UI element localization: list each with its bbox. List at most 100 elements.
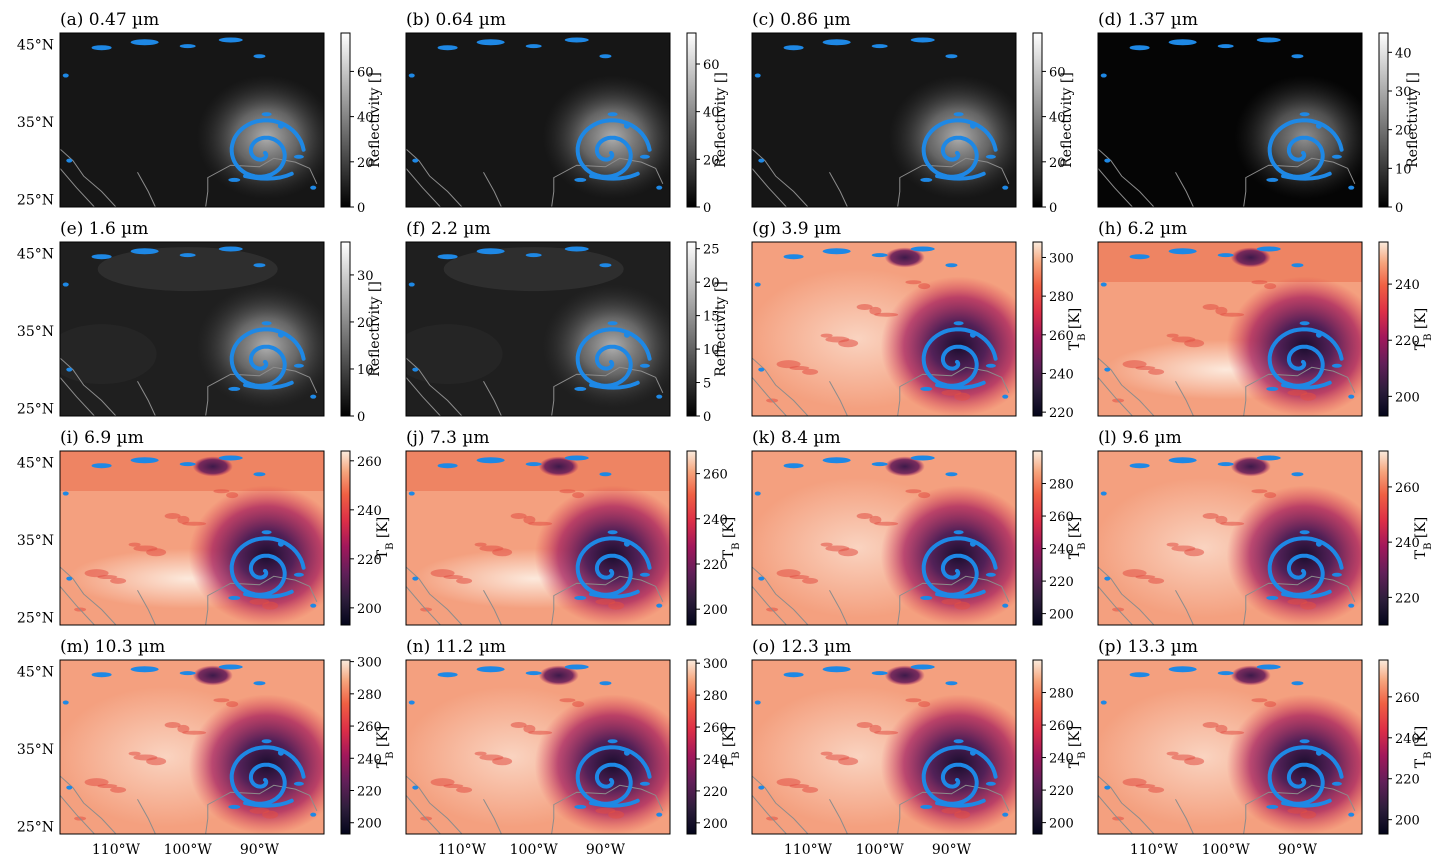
storm-overlay bbox=[229, 536, 306, 597]
panel-title: (f) 2.2 µm bbox=[406, 219, 491, 239]
colorbar: 0 10 20 30 40 Reflectivity [] bbox=[1378, 32, 1421, 216]
colorbar-tick-label: 10 bbox=[1395, 162, 1412, 177]
colorbar-tick-label: 280 bbox=[1049, 687, 1074, 702]
coastline bbox=[406, 775, 664, 834]
colorbar: 220 240 260 TB [K] bbox=[1378, 450, 1434, 626]
colorbar-tick-label: 200 bbox=[1049, 817, 1074, 832]
colorbar-tick-label: 60 bbox=[703, 58, 720, 73]
storm-overlay bbox=[1267, 536, 1344, 597]
colorbar-tick-label: 40 bbox=[1395, 46, 1412, 61]
panel-title: (g) 3.9 µm bbox=[752, 219, 841, 239]
colorbar-tick-label: 260 bbox=[357, 455, 382, 470]
panel-frame bbox=[1097, 659, 1363, 835]
map-image bbox=[406, 242, 670, 416]
lat-tick-label: 35°N bbox=[17, 533, 54, 549]
colorbar-tick-label: 40 bbox=[703, 106, 720, 121]
colorbar-tick-label: 0 bbox=[703, 201, 711, 216]
panel-frame bbox=[59, 241, 325, 417]
coastline bbox=[1098, 566, 1356, 625]
colorbar-tick-label: 260 bbox=[1395, 691, 1420, 706]
lon-tick-label: 90°W bbox=[932, 842, 972, 858]
map-image bbox=[752, 451, 1016, 625]
colorbar-tick-label: 20 bbox=[703, 276, 720, 291]
lat-tick-label: 35°N bbox=[17, 742, 54, 758]
colorbar-tick-label: 10 bbox=[703, 343, 720, 358]
lon-tick-label: 100°W bbox=[164, 842, 213, 858]
storm-overlay bbox=[1267, 327, 1344, 388]
panel-p: (p) 13.3 µm 110°W 100°W 90°W 200 220 240 260 TB … bbox=[1097, 637, 1434, 858]
panel-frame bbox=[751, 32, 1017, 208]
panel-title: (p) 13.3 µm bbox=[1098, 637, 1198, 657]
colorbar-tick-label: 220 bbox=[703, 785, 728, 800]
storm-overlay bbox=[229, 745, 306, 806]
colorbar-tick-label: 0 bbox=[703, 410, 711, 425]
colorbar-label: TB [K] bbox=[721, 517, 742, 560]
storm-overlay bbox=[921, 327, 998, 388]
colorbar-tick-label: 220 bbox=[1395, 773, 1420, 788]
colorbar-tick-label: 240 bbox=[1395, 732, 1420, 747]
colorbar: 200 220 240 260 280 TB [K] bbox=[1032, 450, 1088, 626]
storm-overlay bbox=[1267, 745, 1344, 806]
colorbar-tick-label: 20 bbox=[357, 316, 374, 331]
colorbar-tick-label: 200 bbox=[703, 603, 728, 618]
coastline bbox=[752, 148, 1010, 207]
panel-l: (l) 9.6 µm 220 240 260 TB [K] bbox=[1097, 428, 1434, 626]
colorbar-tick-label: 300 bbox=[703, 657, 728, 672]
storm-overlay bbox=[921, 745, 998, 806]
colorbar: 200 220 240 260 TB [K] bbox=[340, 450, 396, 626]
colorbar-tick-label: 260 bbox=[1049, 329, 1074, 344]
panel-frame bbox=[405, 659, 671, 835]
colorbar-tick-label: 200 bbox=[357, 817, 382, 832]
storm-overlay bbox=[921, 118, 998, 179]
colorbar-label: TB [K] bbox=[1067, 726, 1088, 769]
map-image bbox=[1098, 660, 1362, 834]
panel-title: (d) 1.37 µm bbox=[1098, 10, 1198, 30]
colorbar-tick-label: 260 bbox=[703, 468, 728, 483]
colorbar-tick-label: 220 bbox=[1049, 784, 1074, 799]
colorbar: 220 240 260 280 300 TB [K] bbox=[1032, 241, 1088, 421]
colorbar-tick-label: 220 bbox=[1395, 334, 1420, 349]
map-image bbox=[60, 242, 324, 416]
colorbar-tick-label: 220 bbox=[1395, 591, 1420, 606]
colorbar-label: Reflectivity [] bbox=[1059, 72, 1075, 168]
panel-frame bbox=[1097, 32, 1363, 208]
colorbar-tick-label: 240 bbox=[1395, 536, 1420, 551]
colorbar-tick-label: 220 bbox=[703, 558, 728, 573]
panel-frame bbox=[59, 32, 325, 208]
panel-title: (h) 6.2 µm bbox=[1098, 219, 1187, 239]
panel-j: (j) 7.3 µm 200 220 240 260 TB [K] bbox=[405, 428, 742, 626]
panel-frame bbox=[751, 241, 1017, 417]
coastline bbox=[1098, 148, 1356, 207]
lon-tick-label: 100°W bbox=[510, 842, 559, 858]
colorbar: 200 220 240 260 280 300 TB [K] bbox=[686, 657, 742, 835]
colorbar: 200 220 240 260 280 TB [K] bbox=[1032, 659, 1088, 835]
coastline bbox=[60, 148, 318, 207]
colorbar-tick-label: 220 bbox=[357, 553, 382, 568]
lat-tick-label: 45°N bbox=[17, 456, 54, 472]
panel-title: (b) 0.64 µm bbox=[406, 10, 506, 30]
storm-overlay bbox=[229, 118, 306, 179]
colorbar: 200 220 240 260 TB [K] bbox=[686, 450, 742, 626]
colorbar-tick-label: 200 bbox=[1049, 608, 1074, 623]
colorbar-tick-label: 0 bbox=[357, 201, 365, 216]
lat-tick-label: 25°N bbox=[17, 610, 54, 626]
colorbar-tick-label: 240 bbox=[703, 513, 728, 528]
map-image bbox=[60, 660, 324, 834]
map-image bbox=[60, 451, 324, 625]
panel-frame bbox=[405, 32, 671, 208]
colorbar-tick-label: 60 bbox=[357, 65, 374, 80]
panel-e: (e) 1.6 µm 45°N 35°N 25°N 0 10 20 30Reflectivit… bbox=[17, 219, 383, 425]
colorbar-label: Reflectivity [] bbox=[713, 72, 729, 168]
colorbar-tick-label: 220 bbox=[1049, 406, 1074, 421]
map-image bbox=[752, 33, 1016, 207]
lon-tick-label: 90°W bbox=[240, 842, 280, 858]
colorbar-label: TB [K] bbox=[1067, 308, 1088, 351]
map-image bbox=[406, 451, 670, 625]
map-image bbox=[60, 33, 324, 207]
colorbar-tick-label: 20 bbox=[357, 156, 374, 171]
